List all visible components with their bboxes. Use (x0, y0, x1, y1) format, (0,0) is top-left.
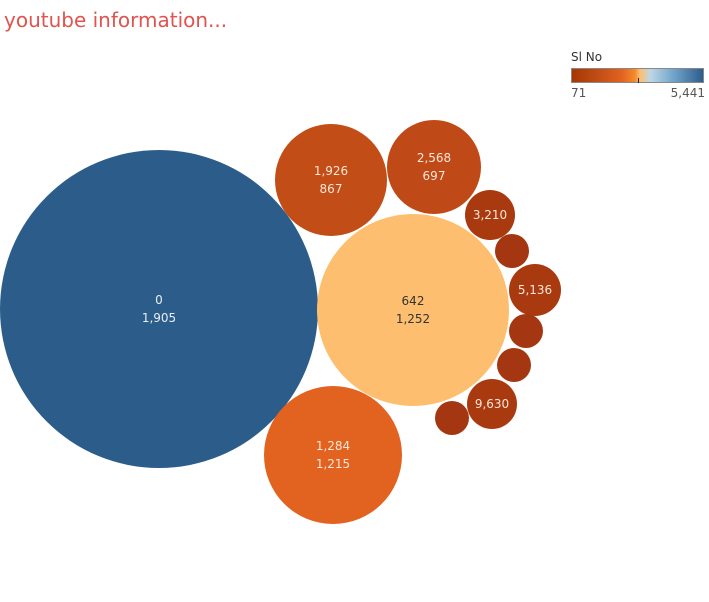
bubble[interactable] (435, 401, 469, 435)
bubble[interactable] (495, 234, 529, 268)
legend-gradient-bar (571, 68, 704, 83)
bubble-circle[interactable] (435, 401, 469, 435)
chart-title: youtube information... (4, 8, 228, 32)
bubble-circle[interactable] (497, 348, 531, 382)
legend-range-labels: 71 5,441 (571, 86, 705, 100)
bubble[interactable]: 9,630 (467, 379, 517, 429)
bubble[interactable]: 2,568 697 (387, 120, 481, 214)
bubble[interactable] (497, 348, 531, 382)
bubble-circle[interactable] (264, 386, 402, 524)
bubble-circle[interactable] (0, 150, 318, 468)
bubble-circle[interactable] (387, 120, 481, 214)
legend-midpoint-tick (638, 78, 639, 83)
bubble-label-primary: 5,136 (518, 283, 552, 297)
bubble[interactable] (509, 314, 543, 348)
bubble-label-secondary: 1,252 (396, 312, 430, 326)
bubble-label-primary: 0 (155, 293, 163, 307)
bubble-label-secondary: 1,905 (142, 311, 176, 325)
bubble-label-secondary: 697 (423, 169, 446, 183)
color-legend[interactable]: Sl No 71 5,441 (571, 50, 705, 100)
bubble-label-primary: 642 (402, 294, 425, 308)
bubble-circle[interactable] (509, 264, 561, 316)
bubble[interactable]: 3,210 (465, 190, 515, 240)
bubble-circle[interactable] (509, 314, 543, 348)
bubble[interactable]: 5,136 (509, 264, 561, 316)
bubble[interactable]: 642 1,252 (317, 214, 509, 406)
bubble[interactable]: 0 1,905 (0, 150, 318, 468)
bubble-label-primary: 9,630 (475, 397, 509, 411)
bubble-circle[interactable] (275, 124, 387, 236)
bubble-label-primary: 1,926 (314, 164, 348, 178)
bubble-circle[interactable] (495, 234, 529, 268)
legend-title: Sl No (571, 50, 603, 64)
bubble-label-secondary: 867 (320, 182, 343, 196)
legend-min-label: 71 (571, 86, 587, 100)
bubble-circle[interactable] (465, 190, 515, 240)
bubble-label-primary: 1,284 (316, 439, 350, 453)
legend-max-label: 5,441 (670, 86, 705, 100)
bubble-label-primary: 2,568 (417, 151, 451, 165)
bubble-circle[interactable] (317, 214, 509, 406)
bubble[interactable]: 1,284 1,215 (264, 386, 402, 524)
bubble[interactable]: 1,926 867 (275, 124, 387, 236)
bubble-label-secondary: 1,215 (316, 457, 350, 471)
bubble-circle[interactable] (467, 379, 517, 429)
bubble-label-primary: 3,210 (473, 208, 507, 222)
